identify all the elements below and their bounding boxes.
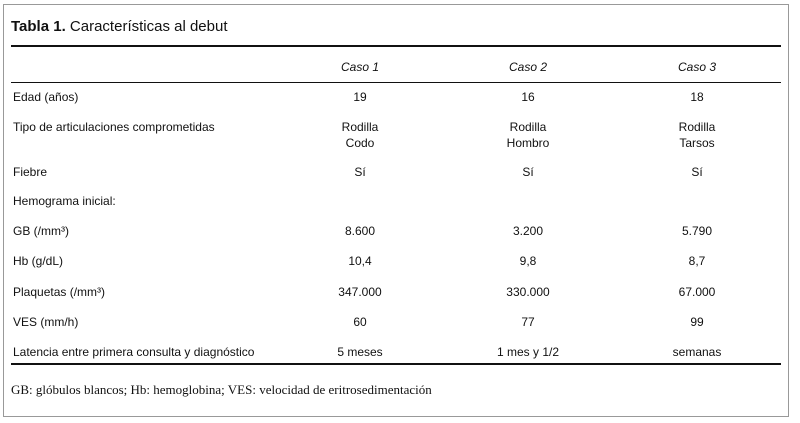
cell: Rodilla [509, 120, 547, 134]
cell: 77 [521, 315, 535, 329]
cell: 10,4 [348, 254, 372, 268]
cell: 8,7 [688, 254, 706, 268]
row-label: Edad (años) [13, 90, 79, 104]
cell: Sí [691, 165, 703, 179]
cell: 9,8 [519, 254, 537, 268]
row-label: Hemograma inicial: [13, 194, 116, 208]
cell: Rodilla [341, 120, 379, 134]
column-header: Caso 1 [340, 60, 380, 74]
rule [11, 363, 781, 365]
row-label: Latencia entre primera consulta y diagnó… [13, 345, 255, 359]
cell: Tarsos [679, 136, 715, 150]
table-label: Tabla 1. [11, 18, 66, 35]
cell: 1 mes y 1/2 [496, 345, 560, 359]
rule [11, 45, 781, 47]
title: Tabla 1. Características al debut [11, 18, 228, 35]
cell: Codo [345, 136, 375, 150]
cell: Sí [354, 165, 366, 179]
cell: 60 [353, 315, 367, 329]
column-header: Caso 2 [508, 60, 548, 74]
cell: semanas [672, 345, 722, 359]
footnote: GB: glóbulos blancos; Hb: hemoglobina; V… [11, 382, 432, 397]
cell: 3.200 [512, 224, 544, 238]
cell: 18 [690, 90, 704, 104]
row-label: Hb (g/dL) [13, 254, 64, 268]
rule [11, 82, 781, 83]
cell: 99 [690, 315, 704, 329]
cell: 67.000 [678, 285, 716, 299]
cell: 347.000 [338, 285, 382, 299]
row-label: Plaquetas (/mm³) [13, 285, 106, 299]
cell: 8.600 [344, 224, 376, 238]
cell: Rodilla [678, 120, 716, 134]
row-label: Fiebre [13, 165, 48, 179]
row-label: Tipo de articulaciones comprometidas [13, 120, 215, 134]
frame [3, 4, 789, 417]
table-title: Características al debut [69, 18, 228, 35]
cell: 19 [353, 90, 367, 104]
cell: 330.000 [506, 285, 550, 299]
cell: 16 [521, 90, 535, 104]
cell: Sí [522, 165, 534, 179]
row-label: GB (/mm³) [13, 224, 69, 238]
cell: 5.790 [681, 224, 713, 238]
cell: 5 meses [337, 345, 383, 359]
cell: Hombro [506, 136, 550, 150]
column-header: Caso 3 [677, 60, 717, 74]
row-label: VES (mm/h) [13, 315, 79, 329]
